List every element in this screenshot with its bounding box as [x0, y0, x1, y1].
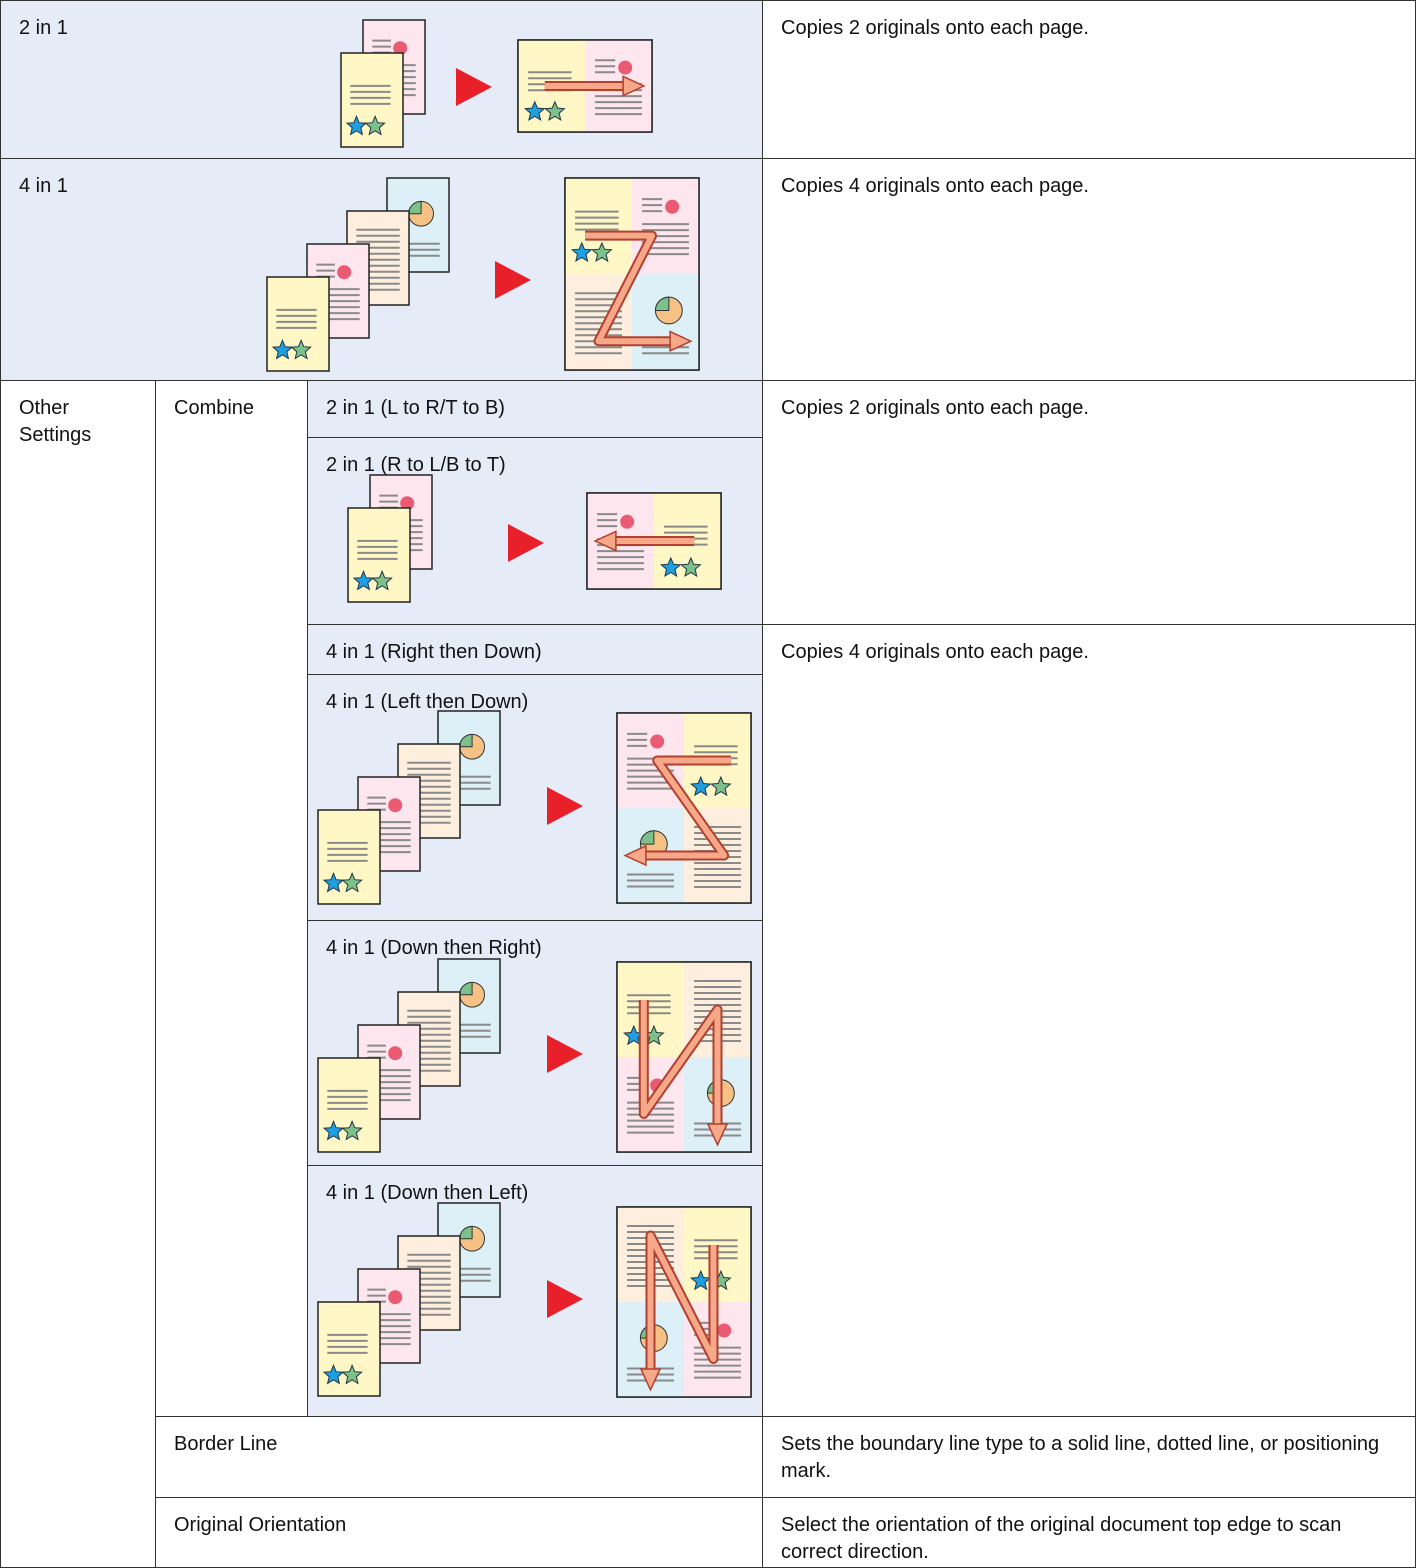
setting-label: Border Line — [155, 1416, 763, 1498]
option-label: 4 in 1 (Down then Right) — [307, 920, 763, 1166]
row-label: 2 in 1 — [0, 0, 763, 159]
subgroup-label: Combine — [155, 380, 308, 1417]
setting-description: Sets the boundary line type to a solid l… — [762, 1416, 1416, 1498]
row-label: 4 in 1 — [0, 158, 763, 381]
setting-description: Select the orientation of the original d… — [762, 1497, 1416, 1568]
row-description: Copies 2 originals onto each page. — [762, 0, 1416, 159]
row-description: Copies 4 originals onto each page. — [762, 158, 1416, 381]
option-label: 2 in 1 (L to R/T to B) — [307, 380, 763, 438]
option-description: Copies 4 originals onto each page. — [762, 624, 1416, 1417]
group-label: Other Settings — [0, 380, 156, 1568]
option-label: 4 in 1 (Left then Down) — [307, 674, 763, 921]
option-label: 2 in 1 (R to L/B to T) — [307, 437, 763, 625]
setting-label: Original Orientation — [155, 1497, 763, 1568]
option-label: 4 in 1 (Right then Down) — [307, 624, 763, 675]
option-description: Copies 2 originals onto each page. — [762, 380, 1416, 625]
option-label: 4 in 1 (Down then Left) — [307, 1165, 763, 1417]
